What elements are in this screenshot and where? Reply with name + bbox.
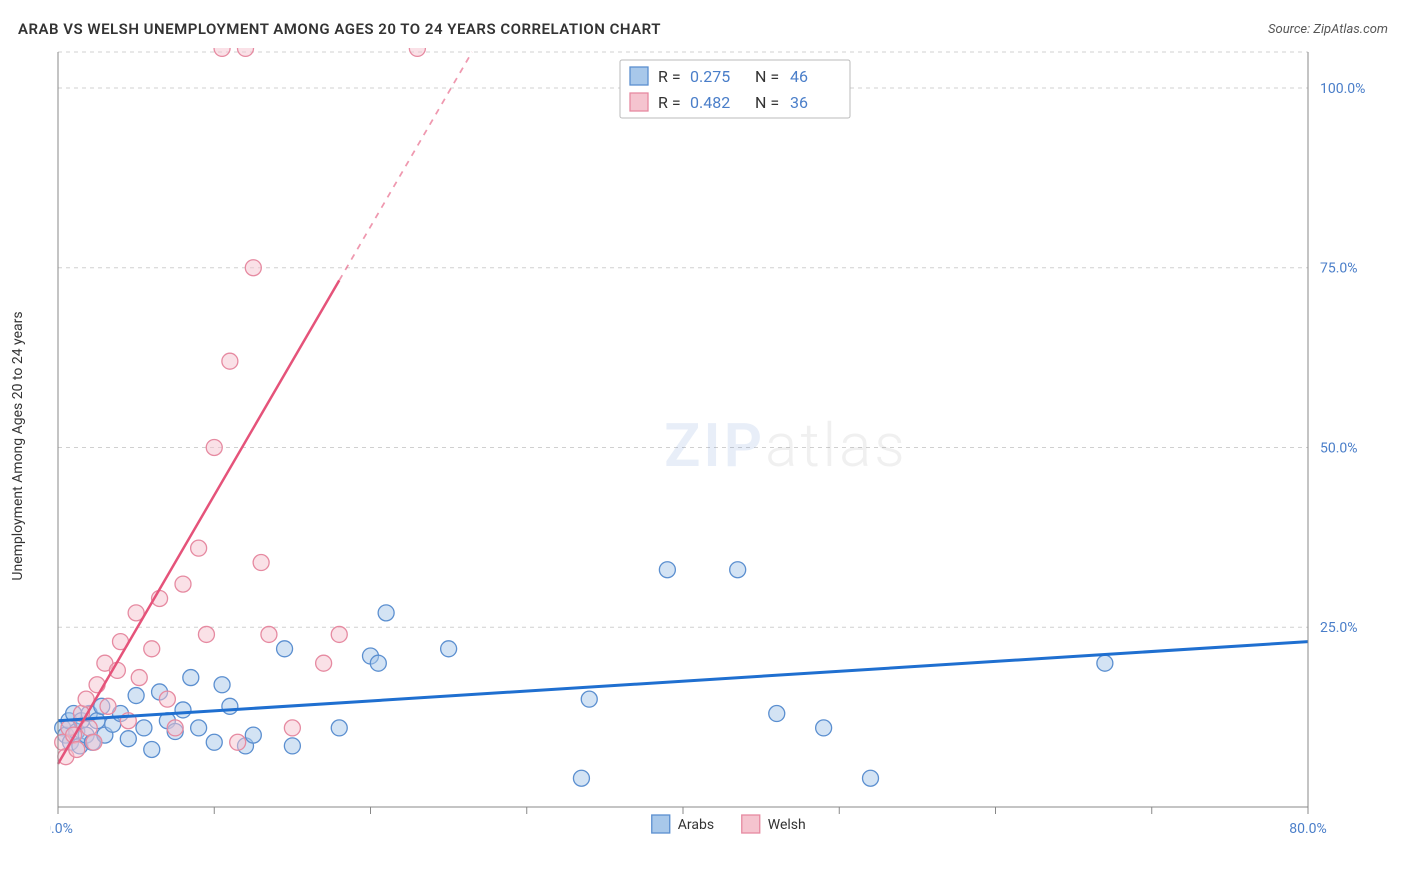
series-arabs bbox=[55, 562, 1113, 787]
legend-swatch bbox=[630, 93, 648, 111]
data-point bbox=[769, 706, 785, 722]
data-point bbox=[128, 688, 144, 704]
data-point bbox=[441, 641, 457, 657]
correlation-legend bbox=[620, 60, 850, 118]
data-point bbox=[378, 605, 394, 621]
data-point bbox=[230, 734, 246, 750]
data-point bbox=[136, 720, 152, 736]
data-point bbox=[159, 691, 175, 707]
data-point bbox=[277, 641, 293, 657]
legend-n-label: N = bbox=[755, 67, 779, 86]
legend-r-label: R = bbox=[658, 93, 681, 112]
data-point bbox=[409, 48, 425, 56]
data-point bbox=[206, 734, 222, 750]
data-point bbox=[191, 540, 207, 556]
data-point bbox=[214, 48, 230, 56]
data-point bbox=[86, 734, 102, 750]
series-legend: Arabs Welsh bbox=[652, 815, 806, 833]
data-point bbox=[581, 691, 597, 707]
chart-area: ZIPatlas 0.0% 80.0% 25.0% 50.0% 75.0% 100.0% R … bbox=[50, 48, 1388, 837]
x-tick-label: 0.0% bbox=[50, 821, 73, 837]
legend-n-label: N = bbox=[755, 93, 779, 112]
legend-swatch bbox=[630, 67, 648, 85]
legend-swatch bbox=[652, 815, 670, 833]
data-point bbox=[573, 770, 589, 786]
data-point bbox=[238, 48, 254, 56]
data-point bbox=[261, 626, 277, 642]
data-point bbox=[144, 741, 160, 757]
data-point bbox=[222, 353, 238, 369]
trend-line-welsh bbox=[58, 280, 339, 764]
data-point bbox=[284, 738, 300, 754]
legend-n-value: 36 bbox=[790, 93, 808, 112]
data-point bbox=[331, 626, 347, 642]
data-point bbox=[120, 731, 136, 747]
data-point bbox=[81, 720, 97, 736]
trend-line-arabs bbox=[58, 642, 1308, 721]
legend-series-label: Welsh bbox=[768, 817, 806, 833]
data-point bbox=[253, 555, 269, 571]
data-point bbox=[1097, 655, 1113, 671]
legend-r-value: 0.482 bbox=[690, 93, 730, 112]
data-point bbox=[730, 562, 746, 578]
data-point bbox=[331, 720, 347, 736]
data-point bbox=[222, 698, 238, 714]
trend-line-welsh-dashed bbox=[339, 52, 472, 280]
data-point bbox=[175, 576, 191, 592]
legend-r-value: 0.275 bbox=[690, 67, 730, 86]
legend-r-label: R = bbox=[658, 67, 681, 86]
legend-series-label: Arabs bbox=[678, 817, 714, 833]
data-point bbox=[175, 702, 191, 718]
chart-title: ARAB VS WELSH UNEMPLOYMENT AMONG AGES 20… bbox=[18, 20, 661, 38]
y-tick-label: 75.0% bbox=[1320, 261, 1358, 277]
data-point bbox=[167, 720, 183, 736]
data-point bbox=[183, 670, 199, 686]
y-tick-label: 100.0% bbox=[1320, 81, 1365, 97]
data-point bbox=[245, 260, 261, 276]
y-tick-label: 50.0% bbox=[1320, 440, 1358, 456]
scatter-chart: ZIPatlas 0.0% 80.0% 25.0% 50.0% 75.0% 100.0% R … bbox=[50, 48, 1388, 837]
data-point bbox=[206, 439, 222, 455]
y-tick-label: 25.0% bbox=[1320, 620, 1358, 636]
legend-swatch bbox=[742, 815, 760, 833]
data-point bbox=[131, 670, 147, 686]
data-point bbox=[284, 720, 300, 736]
data-point bbox=[191, 720, 207, 736]
data-point bbox=[816, 720, 832, 736]
data-point bbox=[370, 655, 386, 671]
source-attribution: Source: ZipAtlas.com bbox=[1268, 22, 1388, 37]
data-point bbox=[863, 770, 879, 786]
data-point bbox=[100, 698, 116, 714]
data-point bbox=[198, 626, 214, 642]
data-point bbox=[316, 655, 332, 671]
data-point bbox=[659, 562, 675, 578]
data-point bbox=[69, 741, 85, 757]
data-point bbox=[144, 641, 160, 657]
watermark: ZIPatlas bbox=[664, 410, 908, 481]
data-point bbox=[214, 677, 230, 693]
legend-n-value: 46 bbox=[790, 67, 808, 86]
x-tick-label: 80.0% bbox=[1289, 821, 1327, 837]
data-point bbox=[245, 727, 261, 743]
